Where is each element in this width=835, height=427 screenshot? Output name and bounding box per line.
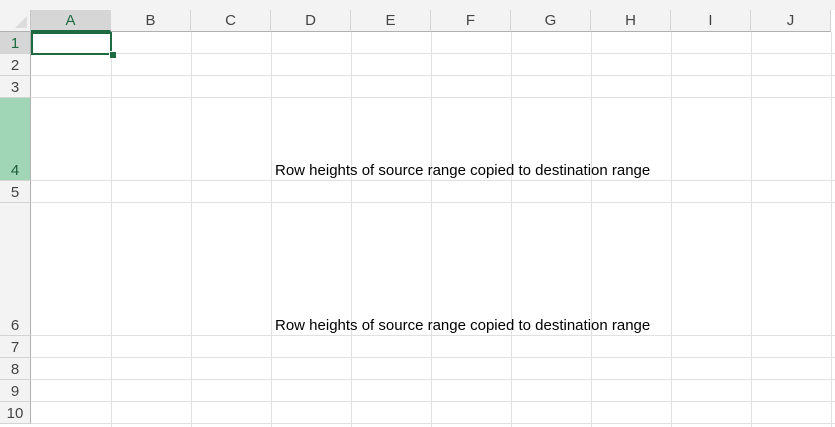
column-header-D[interactable]: D — [271, 10, 351, 32]
gridline — [31, 423, 835, 424]
gridline — [351, 32, 352, 427]
gridline — [31, 75, 835, 76]
gridline — [31, 335, 835, 336]
column-header-J[interactable]: J — [751, 10, 831, 32]
row-header-7[interactable]: 7 — [0, 336, 31, 358]
gridline — [31, 357, 835, 358]
gridline — [31, 180, 835, 181]
gridline — [271, 32, 272, 427]
column-header-G[interactable]: G — [511, 10, 591, 32]
row-header-8[interactable]: 8 — [0, 358, 31, 380]
fill-handle[interactable] — [109, 51, 117, 59]
gridline — [591, 32, 592, 427]
gridline — [191, 32, 192, 427]
column-header-A[interactable]: A — [31, 10, 111, 32]
row-header-10[interactable]: 10 — [0, 402, 31, 424]
column-header-C[interactable]: C — [191, 10, 271, 32]
column-header-B[interactable]: B — [111, 10, 191, 32]
active-cell-cursor[interactable] — [31, 32, 112, 55]
row-header-6[interactable]: 6 — [0, 203, 31, 336]
gridline — [671, 32, 672, 427]
cell-D6[interactable]: Row heights of source range copied to de… — [275, 317, 651, 334]
row-header-1[interactable]: 1 — [0, 32, 31, 54]
gridline — [431, 32, 432, 427]
gridline — [511, 32, 512, 427]
column-header-E[interactable]: E — [351, 10, 431, 32]
gridline — [31, 379, 835, 380]
row-header-9[interactable]: 9 — [0, 380, 31, 402]
gridline — [31, 202, 835, 203]
cell-D4[interactable]: Row heights of source range copied to de… — [275, 162, 651, 179]
column-header-I[interactable]: I — [671, 10, 751, 32]
gridline — [111, 32, 112, 427]
column-header-F[interactable]: F — [431, 10, 511, 32]
row-header-5[interactable]: 5 — [0, 181, 31, 203]
row-header-3[interactable]: 3 — [0, 76, 31, 98]
gridline — [31, 401, 835, 402]
column-header-H[interactable]: H — [591, 10, 671, 32]
gridline — [751, 32, 752, 427]
gridline — [31, 53, 835, 54]
gridline — [831, 32, 832, 427]
row-header-4[interactable]: 4 — [0, 98, 31, 181]
toolbar-strip — [0, 0, 835, 10]
row-header-2[interactable]: 2 — [0, 54, 31, 76]
gridline — [31, 97, 835, 98]
select-all-button[interactable] — [0, 10, 31, 32]
